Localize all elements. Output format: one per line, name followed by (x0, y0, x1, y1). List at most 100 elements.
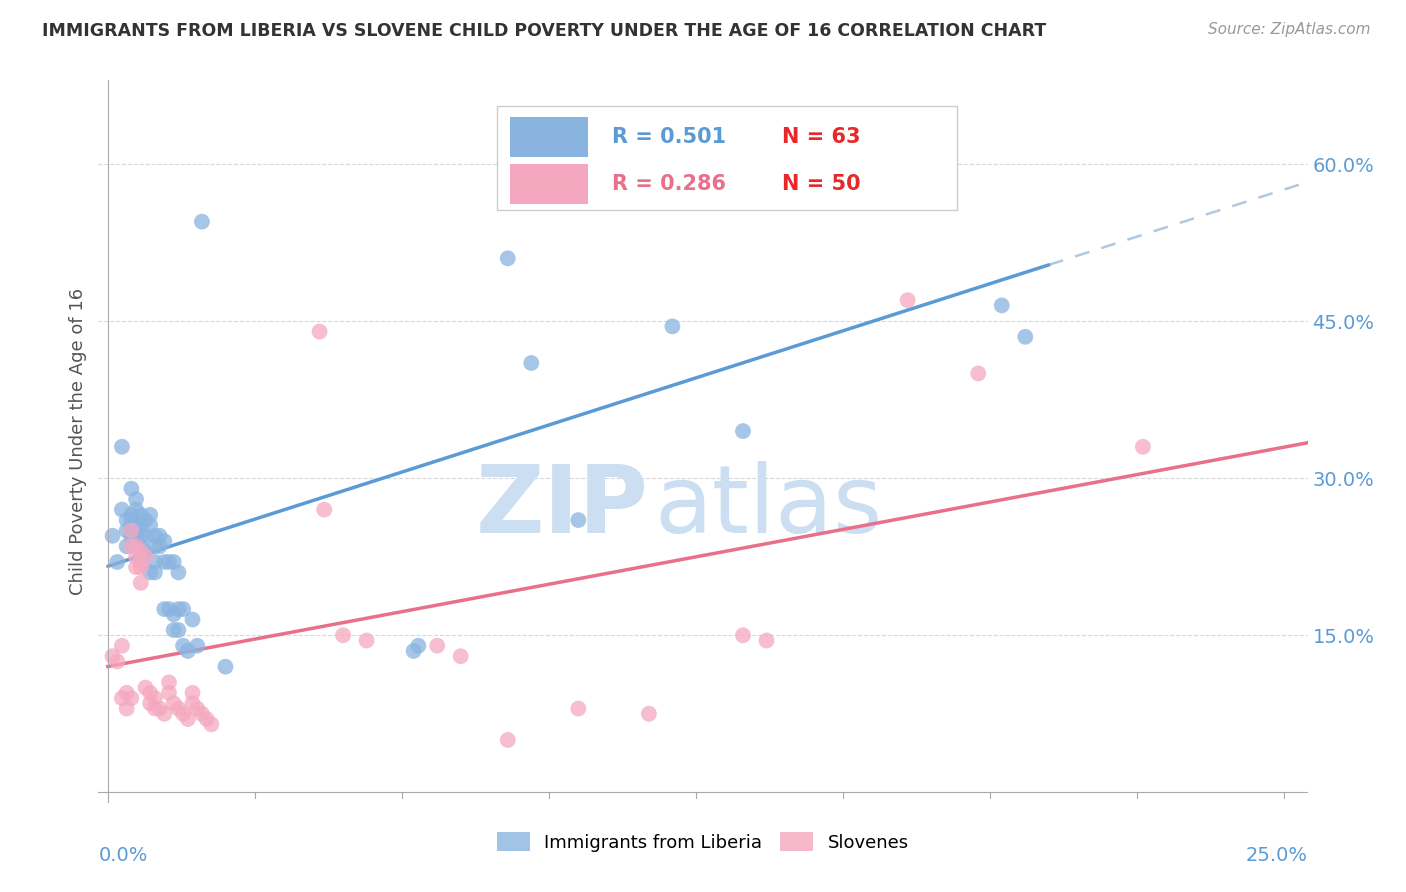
Point (153, 706, 176, 721)
Point (356, 633, 378, 648)
Point (134, 681, 156, 695)
Point (129, 529, 152, 543)
Point (125, 539, 148, 553)
Point (125, 560, 148, 574)
Text: ZIP: ZIP (475, 460, 648, 552)
Point (129, 544, 152, 558)
Point (120, 508, 142, 522)
Point (308, 325, 330, 339)
Point (139, 696, 162, 710)
Point (990, 298, 1012, 312)
Point (129, 518, 152, 533)
Point (149, 529, 172, 543)
Point (157, 686, 180, 700)
Point (129, 560, 152, 574)
Point (731, 628, 754, 642)
Point (567, 701, 589, 715)
Point (120, 513, 142, 527)
Point (214, 659, 236, 673)
Point (153, 555, 176, 569)
Text: Source: ZipAtlas.com: Source: ZipAtlas.com (1208, 22, 1371, 37)
Point (167, 566, 190, 580)
Text: R = 0.286: R = 0.286 (613, 174, 727, 194)
Point (172, 639, 194, 653)
Point (101, 529, 124, 543)
Point (111, 502, 134, 516)
Point (426, 639, 449, 653)
Point (111, 691, 134, 706)
Point (897, 293, 920, 308)
Point (115, 524, 138, 538)
Point (129, 549, 152, 564)
Point (157, 675, 180, 690)
Point (120, 482, 142, 496)
Point (125, 549, 148, 564)
Text: 25.0%: 25.0% (1246, 847, 1308, 865)
Point (125, 539, 148, 553)
Point (167, 602, 190, 616)
Point (111, 639, 134, 653)
Point (195, 712, 218, 726)
Point (332, 628, 354, 642)
Point (129, 539, 152, 553)
Point (143, 566, 166, 580)
Point (163, 555, 186, 569)
Point (755, 633, 778, 648)
Text: N = 50: N = 50 (782, 174, 860, 194)
Point (105, 655, 128, 669)
Point (115, 686, 138, 700)
Point (129, 575, 152, 590)
Point (191, 214, 214, 228)
Point (129, 555, 152, 569)
Point (157, 555, 180, 569)
Point (120, 529, 142, 543)
Point (143, 701, 166, 715)
Point (129, 508, 152, 522)
Point (520, 356, 543, 370)
Point (172, 602, 194, 616)
FancyBboxPatch shape (498, 105, 957, 211)
Point (314, 502, 336, 516)
Text: 0.0%: 0.0% (98, 847, 148, 865)
Point (115, 539, 138, 553)
Point (496, 733, 519, 747)
Point (125, 518, 148, 533)
Point (172, 706, 194, 721)
Text: N = 63: N = 63 (782, 127, 860, 147)
Point (163, 696, 186, 710)
Point (120, 691, 142, 706)
Point (149, 701, 172, 715)
Point (177, 712, 200, 726)
Point (163, 623, 186, 637)
Point (825, 194, 848, 208)
Point (638, 706, 661, 721)
Point (143, 555, 166, 569)
FancyBboxPatch shape (509, 117, 588, 157)
Point (125, 529, 148, 543)
Point (115, 701, 138, 715)
Point (143, 539, 166, 553)
Point (115, 513, 138, 527)
Text: IMMIGRANTS FROM LIBERIA VS SLOVENE CHILD POVERTY UNDER THE AGE OF 16 CORRELATION: IMMIGRANTS FROM LIBERIA VS SLOVENE CHILD… (42, 22, 1046, 40)
Point (402, 644, 425, 658)
Y-axis label: Child Poverty Under the Age of 16: Child Poverty Under the Age of 16 (69, 288, 87, 595)
Point (181, 696, 204, 710)
Point (897, 188, 920, 202)
Point (149, 539, 172, 553)
Point (186, 701, 208, 715)
Point (408, 639, 430, 653)
Text: atlas: atlas (655, 460, 883, 552)
Point (143, 691, 166, 706)
Point (153, 602, 176, 616)
Point (163, 607, 186, 622)
Point (134, 544, 156, 558)
Text: R = 0.501: R = 0.501 (613, 127, 727, 147)
Point (153, 534, 176, 549)
Legend: Immigrants from Liberia, Slovenes: Immigrants from Liberia, Slovenes (491, 824, 915, 859)
Point (967, 367, 990, 381)
FancyBboxPatch shape (509, 164, 588, 204)
Point (134, 529, 156, 543)
Point (181, 613, 204, 627)
Point (134, 549, 156, 564)
Point (105, 555, 128, 569)
